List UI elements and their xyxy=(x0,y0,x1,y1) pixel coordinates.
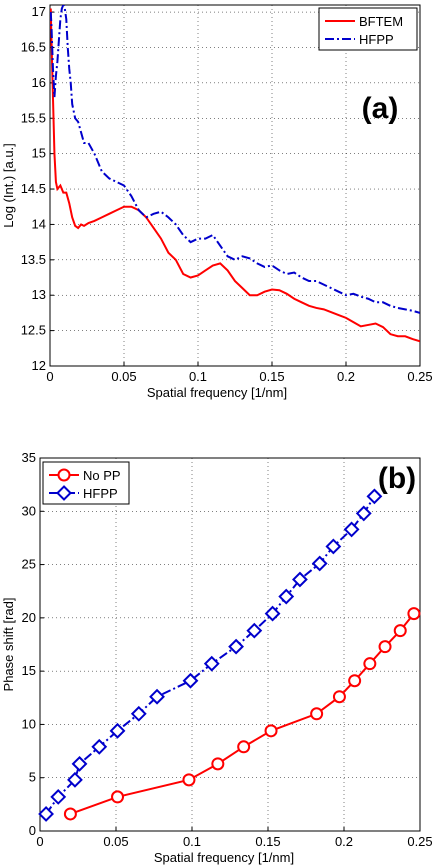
panel-b-point-hfpp xyxy=(38,806,54,822)
panel-b-y-tick-label: 0 xyxy=(29,823,36,838)
panel-a-y-tick-label: 15 xyxy=(32,146,46,161)
panel-b-y-tick-label: 15 xyxy=(22,663,36,678)
panel-a-y-tick-label: 12.5 xyxy=(21,323,46,338)
panel-b-point-hfpp xyxy=(203,655,220,672)
panel-a-y-tick-label: 14 xyxy=(32,216,46,231)
panel-b-point-hfpp xyxy=(264,605,281,622)
panel-b-point-no-pp xyxy=(348,674,362,688)
panel-b-x-tick-label: 0 xyxy=(36,834,43,849)
panel-a-x-tick-label: 0.1 xyxy=(189,369,207,384)
panel-a-y-tick-label: 13 xyxy=(32,287,46,302)
panel-b-point-hfpp xyxy=(50,788,67,805)
panel-a-y-tick-label: 15.5 xyxy=(21,110,46,125)
panel-b-point-hfpp xyxy=(149,688,165,705)
panel-b-point-no-pp xyxy=(182,773,196,787)
panel-a-x-tick-label: 0.15 xyxy=(259,369,284,384)
panel-b-point-no-pp xyxy=(63,807,77,821)
panel-b-point-hfpp xyxy=(182,672,199,689)
panel-b-point-hfpp xyxy=(71,755,88,772)
panel-b-point-no-pp xyxy=(332,690,346,704)
panel-a-y-tick-label: 16.5 xyxy=(21,39,46,54)
panel-b-y-tick-label: 25 xyxy=(22,557,36,572)
panel-a-x-tick-label: 0.05 xyxy=(111,369,136,384)
panel-a-legend-label: BFTEM xyxy=(359,14,403,29)
panel-a-y-tick-label: 14.5 xyxy=(21,181,46,196)
panel-b-legend-label: HFPP xyxy=(83,486,118,501)
panel-b-x-tick-label: 0.2 xyxy=(335,834,353,849)
panel-b-point-no-pp xyxy=(393,624,407,638)
panel-b-point-hfpp xyxy=(67,771,83,788)
panel-b-point-hfpp xyxy=(292,571,308,588)
panel-a-label: (a) xyxy=(362,92,399,125)
panel-b-legend-marker xyxy=(57,468,71,482)
panel-a-x-tick-label: 0.2 xyxy=(337,369,355,384)
panel-b-point-hfpp xyxy=(228,638,244,655)
panel-b-point-hfpp xyxy=(343,521,360,538)
panel-b-point-no-pp xyxy=(111,790,125,804)
panel-a-y-axis-label: Log (Int.) [a.u.] xyxy=(1,143,16,228)
panel-a-y-tick-label: 16 xyxy=(32,75,46,90)
panel-b-point-hfpp xyxy=(278,588,295,605)
panel-b-x-axis-label: Spatial frequency [1/nm] xyxy=(154,850,294,865)
panel-a-series-hfpp-line xyxy=(50,5,420,314)
panel-a-plot-frame xyxy=(49,4,421,367)
panel-a-legend-label: HFPP xyxy=(359,32,394,47)
panel-b-point-hfpp xyxy=(109,722,126,739)
panel-b-point-hfpp xyxy=(325,538,342,555)
panel-b-legend-label: No PP xyxy=(83,468,121,483)
panel-a-x-tick-label: 0.25 xyxy=(407,369,432,384)
panel-a-y-tick-label: 17 xyxy=(32,4,46,19)
panel-b-y-axis-label: Phase shift [rad] xyxy=(1,598,16,692)
panel-b-point-hfpp xyxy=(91,738,108,755)
panel-b-point-no-pp xyxy=(264,724,278,738)
panel-a-y-tick-label: 12 xyxy=(32,358,46,373)
panel-b-plot-frame xyxy=(39,457,421,832)
panel-b-series-hfpp-line xyxy=(45,495,376,815)
panel-b-y-tick-label: 30 xyxy=(22,503,36,518)
panel-b-point-no-pp xyxy=(237,740,251,754)
panel-b-x-tick-label: 0.15 xyxy=(255,834,280,849)
panel-b-point-hfpp xyxy=(355,505,372,522)
panel-b-x-tick-label: 0.05 xyxy=(103,834,128,849)
panel-b-x-tick-label: 0.1 xyxy=(183,834,201,849)
panel-b-point-hfpp xyxy=(311,555,328,572)
panel-a-legend-box xyxy=(318,7,418,51)
panel-a-x-tick-label: 0 xyxy=(46,369,53,384)
panel-b-point-hfpp xyxy=(366,488,383,505)
panel-b-point-no-pp xyxy=(211,757,225,771)
panel-a-x-axis-label: Spatial frequency [1/nm] xyxy=(147,385,287,400)
panel-b-series-no-pp-line xyxy=(70,612,415,815)
panel-b-point-hfpp xyxy=(130,705,147,722)
panel-b-x-tick-label: 0.25 xyxy=(407,834,432,849)
panel-b-point-no-pp xyxy=(363,657,377,671)
panel-b-point-hfpp xyxy=(246,622,263,639)
panel-b-legend-marker xyxy=(56,485,72,501)
panel-b-y-tick-label: 10 xyxy=(22,716,36,731)
panel-a-y-tick-label: 13.5 xyxy=(21,252,46,267)
panel-b-y-tick-label: 5 xyxy=(29,770,36,785)
panel-a-series-bftem-line xyxy=(50,8,420,343)
panel-b-point-no-pp xyxy=(407,607,421,621)
panel-b-y-tick-label: 20 xyxy=(22,610,36,625)
panel-b-point-no-pp xyxy=(310,707,324,721)
panel-b-label: (b) xyxy=(378,462,416,495)
panel-b-y-tick-label: 35 xyxy=(22,450,36,465)
panel-b-point-no-pp xyxy=(378,640,392,654)
panel-b-legend-box xyxy=(42,461,130,505)
